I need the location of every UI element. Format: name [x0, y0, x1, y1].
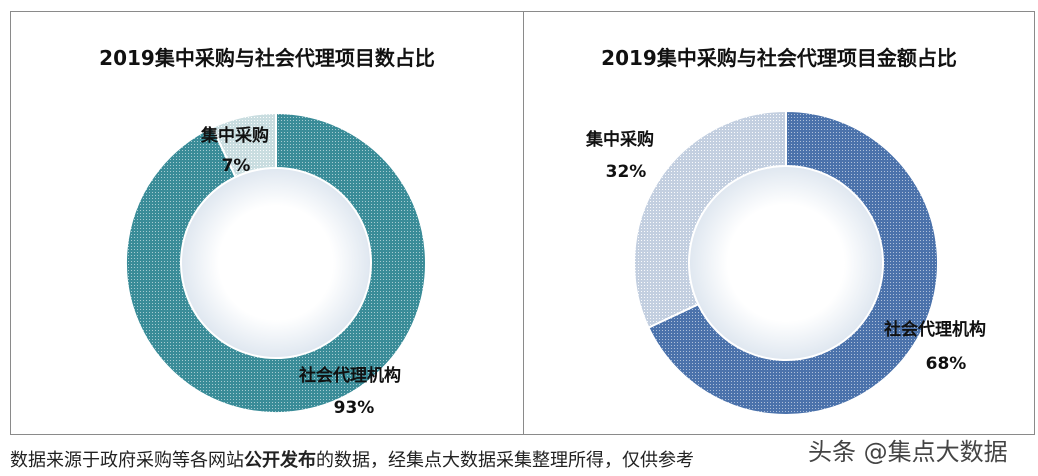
- chart-panel-count: 2019集中采购与社会代理项目数占比 集中采购 7% 社会代理机构 93%: [10, 11, 524, 435]
- donut-slice-social-agency: [125, 111, 427, 414]
- source-text: 的数据，经集点大数据采集整理所得，仅供参考: [316, 450, 694, 471]
- donut-slice-centralized-procurement: [633, 109, 787, 330]
- data-label-value: 93%: [333, 398, 375, 418]
- data-label-category: 集中采购: [201, 126, 269, 146]
- donut-hole: [689, 166, 883, 360]
- data-label-value: 7%: [221, 156, 251, 176]
- chart-title: 2019集中采购与社会代理项目数占比: [99, 46, 435, 70]
- chart-panel-amount: 2019集中采购与社会代理项目金额占比 集中采购 32% 社会代理机构 68%: [523, 11, 1035, 435]
- data-label-value: 68%: [925, 354, 967, 374]
- data-label-category: 社会代理机构: [884, 320, 986, 340]
- watermark: 头条 @集点大数据: [808, 438, 1008, 466]
- chart-title: 2019集中采购与社会代理项目金额占比: [601, 46, 957, 70]
- donut-chart: [125, 111, 427, 414]
- data-label-category: 社会代理机构: [299, 366, 401, 386]
- source-text: 数据来源于政府采购等各网站: [10, 450, 244, 471]
- donut-slice-social-agency: [647, 109, 939, 416]
- data-label-category: 集中采购: [586, 130, 654, 150]
- source-note: 数据来源于政府采购等各网站公开发布的数据，经集点大数据采集整理所得，仅供参考: [10, 446, 694, 472]
- source-text-bold: 公开发布: [244, 450, 316, 471]
- donut-chart: [633, 109, 939, 416]
- data-label-value: 32%: [605, 162, 647, 182]
- donut-hole: [181, 168, 371, 358]
